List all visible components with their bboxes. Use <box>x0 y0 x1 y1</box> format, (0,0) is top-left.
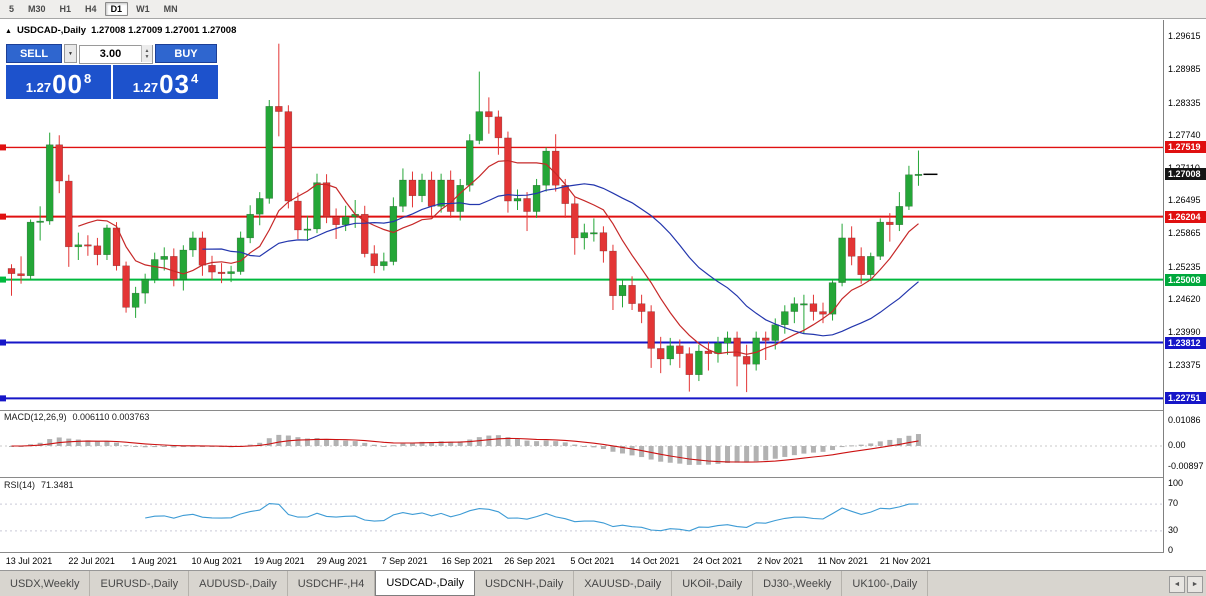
volume-spinner[interactable]: ▲ ▼ <box>141 45 152 62</box>
macd-indicator <box>0 434 1163 465</box>
price-tick: -0.00897 <box>1168 460 1204 471</box>
timeframe-button-d1[interactable]: D1 <box>104 2 129 16</box>
price-tick: 1.27740 <box>1168 129 1201 140</box>
date-label: 21 Nov 2021 <box>879 556 931 566</box>
price-tick: 30 <box>1168 524 1179 535</box>
volume-field: ▲▼ <box>79 44 153 64</box>
tabs-scroll-right-icon[interactable]: ► <box>1187 576 1203 593</box>
chart-tab-usdcnh[interactable]: USDCNH-,Daily <box>475 571 575 596</box>
date-label: 24 Oct 2021 <box>693 556 743 566</box>
bid-price-prefix: 1.27 <box>25 80 52 95</box>
price-tick: 1.25235 <box>1168 261 1201 272</box>
date-label: 5 Oct 2021 <box>570 556 615 566</box>
price-tick: 0.01086 <box>1168 414 1201 425</box>
timeframe-button-m30[interactable]: M30 <box>28 4 46 14</box>
tabs-scroll-left-icon[interactable]: ◄ <box>1169 576 1185 593</box>
candlesticks <box>7 43 923 393</box>
rsi-indicator <box>0 503 1163 532</box>
chart-tabs-bar: USDX,Weekly EURUSD-,Daily AUDUSD-,Daily USD… <box>0 570 1206 596</box>
price-tick: 1.24620 <box>1168 294 1201 304</box>
spin-down-icon[interactable]: ▼ <box>144 53 150 60</box>
date-label: 7 Sep 2021 <box>381 556 428 566</box>
date-label: 1 Aug 2021 <box>131 556 177 566</box>
chart-tab-eurusd[interactable]: EURUSD-,Daily <box>90 571 190 596</box>
buy-button[interactable]: BUY <box>155 44 217 63</box>
price-tag: 1.26204 <box>1165 210 1206 223</box>
timeframe-button-5[interactable]: 5 <box>9 4 15 14</box>
spin-up-icon[interactable]: ▲ <box>144 47 150 54</box>
volume-input[interactable] <box>79 44 153 64</box>
date-label: 29 Aug 2021 <box>316 556 368 566</box>
price-tick: 1.25865 <box>1168 228 1201 239</box>
ask-price-prefix: 1.27 <box>132 80 159 95</box>
timeframe-toolbar: 5 M30 H1 H4 D1 W1 MN <box>0 0 1206 19</box>
bid-price-big-digits: 00 <box>52 69 83 99</box>
timeframe-button-h4[interactable]: H4 <box>85 4 97 14</box>
chevron-down-icon: ▼ <box>68 50 73 57</box>
price-tag: 1.27008 <box>1165 168 1206 181</box>
bid-price-display[interactable]: 1.27 00 8 <box>6 65 111 99</box>
macd-label: MACD(12,26,9) 0.006110 0.003763 <box>4 412 155 422</box>
pane-separator[interactable] <box>0 410 1206 411</box>
price-tick: 1.23375 <box>1168 359 1201 370</box>
rsi-name: RSI(14) <box>4 480 36 490</box>
price-chart-canvas[interactable] <box>0 20 1164 552</box>
date-label: 26 Sep 2021 <box>504 556 556 566</box>
chart-symbol-label: ▲ USDCAD-,Daily 1.27008 1.27009 1.27001 1.… <box>5 25 241 36</box>
chart-tab-xauusd[interactable]: XAUUSD-,Daily <box>574 571 673 596</box>
chart-tab-audusd[interactable]: AUDUSD-,Daily <box>189 571 288 596</box>
chart-tab-usdchf[interactable]: USDCHF-,H4 <box>288 571 376 596</box>
price-tick: 1.28985 <box>1168 64 1201 75</box>
chart-tab-ukoil[interactable]: UKOil-,Daily <box>672 571 754 596</box>
timeframe-button-w1[interactable]: W1 <box>136 4 150 14</box>
date-label: 14 Oct 2021 <box>630 556 680 566</box>
price-tag: 1.22751 <box>1165 392 1206 405</box>
chart-tab-dj30[interactable]: DJ30-,Weekly <box>753 571 843 596</box>
price-tick: 1.29615 <box>1168 31 1201 42</box>
moving-average-lines <box>78 159 919 355</box>
price-tick: 1.23990 <box>1168 327 1201 338</box>
chart-tab-usdcad[interactable]: USDCAD-,Daily <box>375 571 475 596</box>
rsi-label: RSI(14) 71.3481 <box>4 480 80 490</box>
volume-dropdown-button[interactable]: ▼ <box>64 44 77 63</box>
price-tick: 70 <box>1168 498 1179 509</box>
date-label: 11 Nov 2021 <box>817 556 868 566</box>
ask-price-big-digits: 03 <box>159 69 190 99</box>
macd-name: MACD(12,26,9) <box>4 412 67 422</box>
pane-separator[interactable] <box>0 477 1206 478</box>
price-tag: 1.23812 <box>1165 336 1206 349</box>
date-label: 19 Aug 2021 <box>254 556 305 566</box>
collapse-panel-icon[interactable]: ▲ <box>5 28 12 35</box>
macd-values: 0.006110 0.003763 <box>72 412 150 422</box>
ask-price-display[interactable]: 1.27 03 4 <box>113 65 218 99</box>
ask-price-pip: 4 <box>191 71 199 86</box>
price-tag: 1.25008 <box>1165 273 1206 286</box>
timeframe-button-mn[interactable]: MN <box>163 4 178 14</box>
time-axis[interactable]: 13 Jul 2021 22 Jul 2021 1 Aug 2021 10 Aug 2… <box>0 552 1164 570</box>
date-label: 2 Nov 2021 <box>757 556 804 566</box>
rsi-value: 71.3481 <box>41 480 74 490</box>
ohlc-values: 1.27008 1.27009 1.27001 1.27008 <box>91 25 237 36</box>
sell-button[interactable]: SELL <box>6 44 62 63</box>
timeframe-button-h1[interactable]: H1 <box>59 4 72 14</box>
price-tick: 1.26495 <box>1168 195 1201 206</box>
chart-window[interactable]: ▲ USDCAD-,Daily 1.27008 1.27009 1.27001 1.… <box>0 20 1206 570</box>
bid-price-pip: 8 <box>84 71 92 86</box>
price-tick: 100 <box>1168 478 1184 488</box>
chart-tab-uk100[interactable]: UK100-,Daily <box>842 571 929 596</box>
price-tag: 1.27519 <box>1165 141 1206 154</box>
date-label: 22 Jul 2021 <box>68 556 115 566</box>
date-label: 16 Sep 2021 <box>441 556 493 566</box>
price-axis[interactable]: 1.29615 1.28985 1.28335 1.27740 1.27110 1.264… <box>1163 20 1206 555</box>
date-label: 10 Aug 2021 <box>191 556 243 566</box>
horizontal-level-lines[interactable] <box>0 144 1163 402</box>
symbol-text: USDCAD-,Daily <box>16 25 87 36</box>
chart-tab-usdx[interactable]: USDX,Weekly <box>0 571 91 596</box>
date-label: 13 Jul 2021 <box>5 556 53 566</box>
price-tick: 0 <box>1168 545 1174 555</box>
price-tick: 1.28335 <box>1168 98 1201 109</box>
price-tick: 1.27110 <box>1168 163 1200 174</box>
price-tick: 0.00 <box>1168 440 1186 450</box>
